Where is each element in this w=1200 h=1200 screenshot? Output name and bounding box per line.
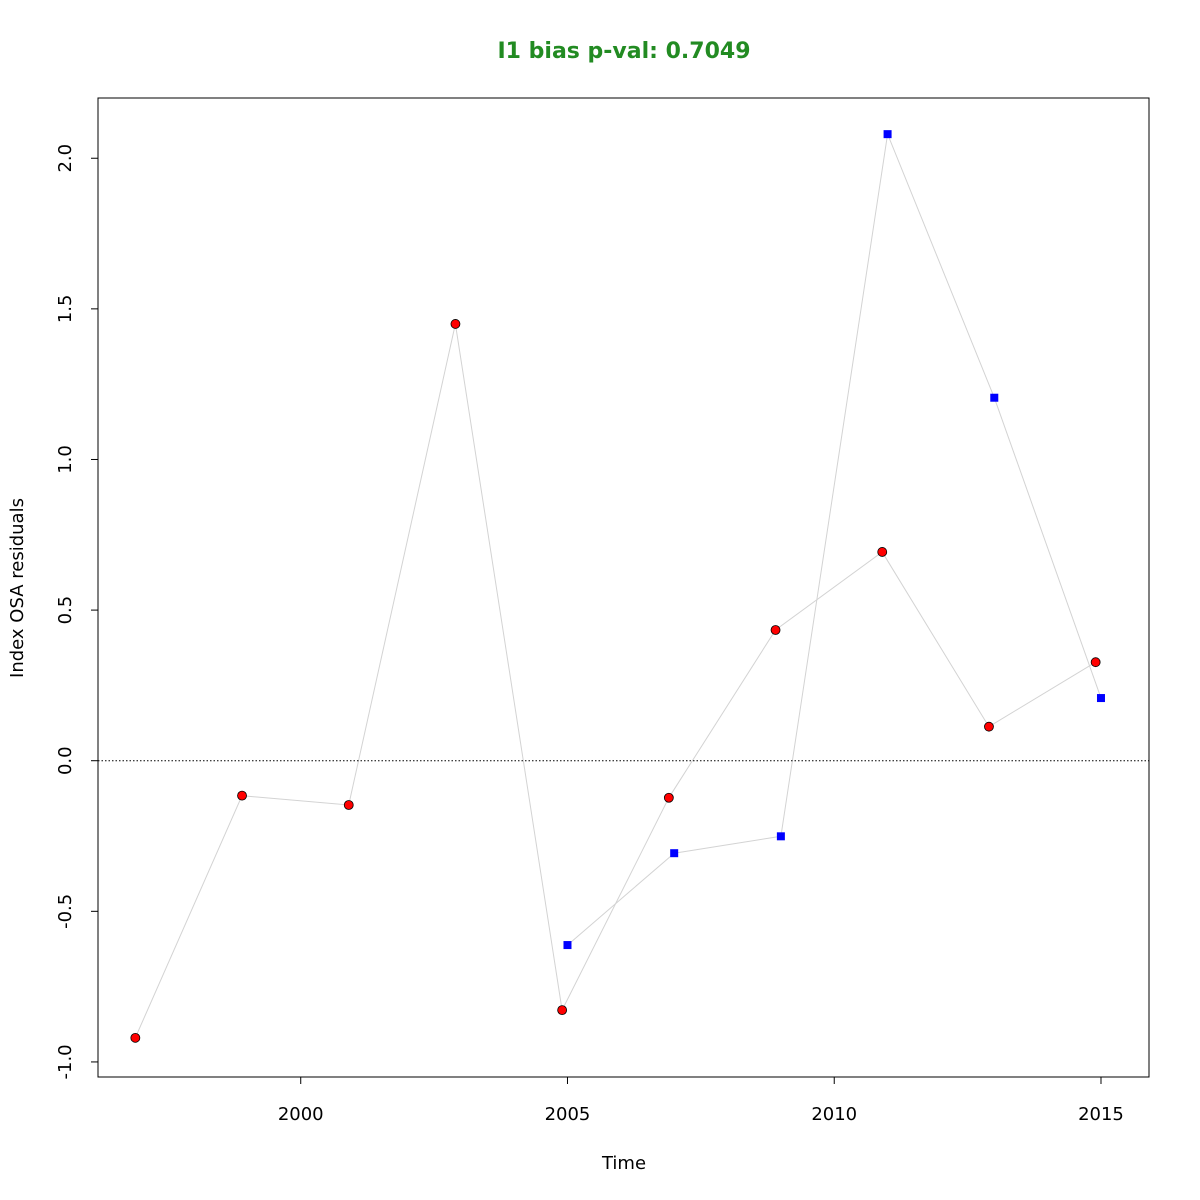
series-1-point xyxy=(557,1005,568,1016)
series-1-point xyxy=(770,625,781,635)
x-axis-label: Time xyxy=(601,1153,646,1174)
series-1-point xyxy=(237,790,247,801)
series-2-point xyxy=(1096,694,1105,703)
y-tick-label: -0.5 xyxy=(55,894,76,929)
series-1-point xyxy=(984,721,994,732)
y-tick-label: -1.0 xyxy=(55,1044,76,1079)
y-tick-label: 1.5 xyxy=(55,295,76,324)
data-points xyxy=(130,130,1105,1043)
series-1-point xyxy=(877,547,888,557)
series-1-point xyxy=(663,792,674,803)
series-1-point xyxy=(343,800,354,810)
chart-title: I1 bias p-val: 0.7049 xyxy=(498,39,751,64)
x-tick-label: 2010 xyxy=(811,1104,857,1125)
series-2-line xyxy=(567,132,1102,946)
y-axis: -1.0 -0.5 0.0 0.5 1.0 1.5 2.0 xyxy=(55,144,99,1080)
series-2-point xyxy=(563,941,572,950)
x-tick-label: 2000 xyxy=(278,1104,324,1125)
connector-lines xyxy=(134,132,1102,1039)
y-axis-label: Index OSA residuals xyxy=(7,498,28,678)
y-tick-label: 1.0 xyxy=(55,445,76,474)
series-2-point xyxy=(883,130,892,139)
x-tick-label: 2015 xyxy=(1078,1104,1124,1125)
x-tick-label: 2005 xyxy=(545,1104,591,1125)
series-1-point xyxy=(130,1032,141,1043)
series-2-point xyxy=(776,832,785,841)
series-1-point xyxy=(1090,657,1101,668)
series-2-point xyxy=(990,393,999,402)
series-1-point xyxy=(450,319,461,329)
series-2-point xyxy=(670,849,679,858)
y-tick-label: 0.5 xyxy=(55,596,76,625)
y-tick-label: 2.0 xyxy=(55,144,76,173)
x-axis: 2000 2005 2010 2015 xyxy=(278,1076,1124,1125)
y-tick-label: 0.0 xyxy=(55,746,76,775)
